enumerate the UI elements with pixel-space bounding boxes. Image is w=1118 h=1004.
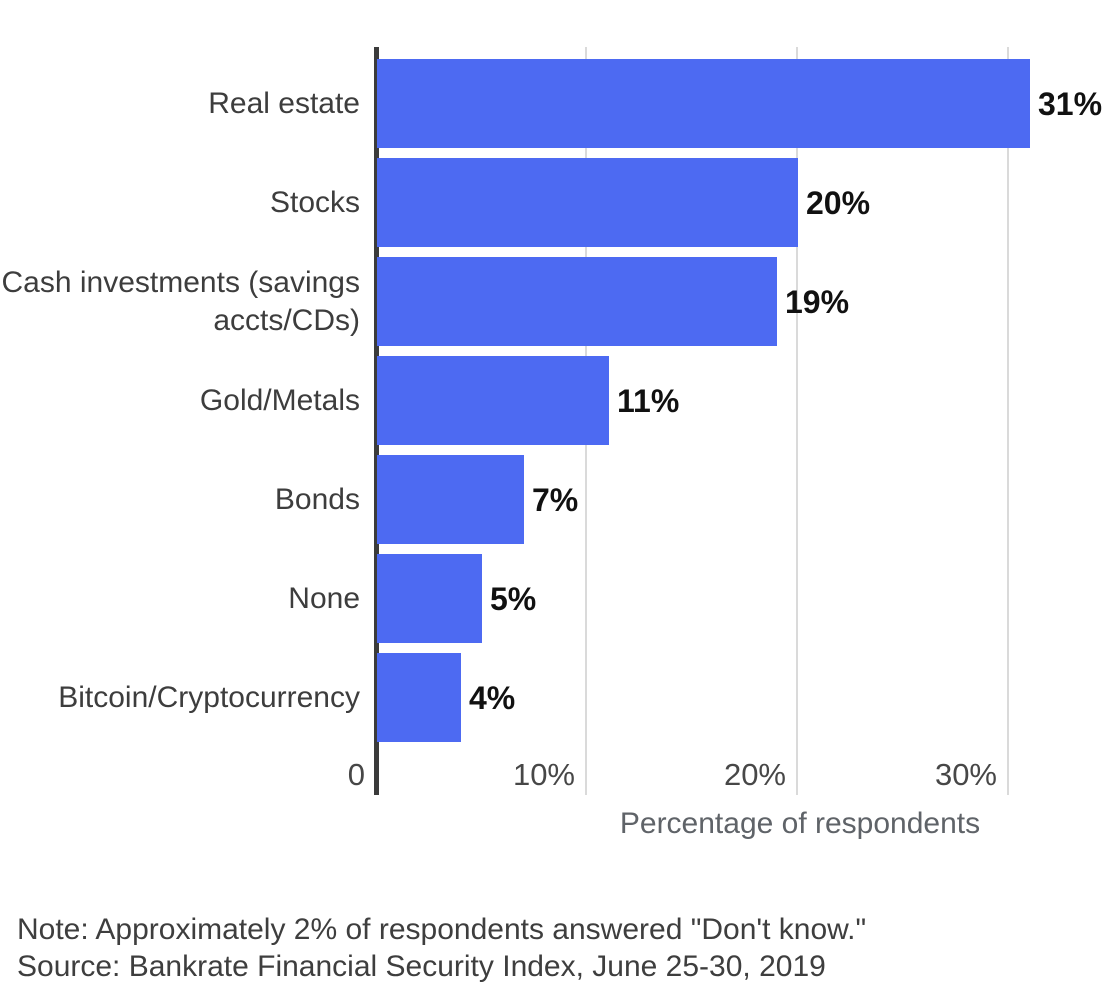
gridline	[796, 47, 798, 795]
value-label: 7%	[532, 481, 579, 518]
value-label: 4%	[469, 679, 516, 716]
category-label: Bitcoin/Cryptocurrency	[58, 680, 360, 714]
value-label: 31%	[1038, 85, 1103, 122]
x-tick-label: 20%	[723, 757, 786, 792]
bar	[377, 356, 609, 445]
category-label: Stocks	[269, 185, 360, 219]
value-label: 5%	[490, 580, 537, 617]
x-tick-label: 10%	[512, 757, 575, 792]
category-label: Bonds	[274, 482, 360, 516]
bar	[377, 455, 524, 544]
bar	[377, 257, 777, 346]
category-label: Cash investments (savings accts/CDs)	[1, 265, 360, 337]
bar	[377, 59, 1030, 148]
bar	[377, 653, 461, 742]
bar	[377, 158, 798, 247]
value-label: 20%	[806, 184, 871, 221]
category-label: None	[288, 581, 360, 615]
category-label: Gold/Metals	[199, 383, 360, 417]
gridline	[1007, 47, 1009, 795]
note-text: Note: Approximately 2% of respondents an…	[17, 913, 867, 946]
source-text: Source: Bankrate Financial Security Inde…	[17, 950, 826, 983]
x-tick-label: 30%	[934, 757, 997, 792]
bar	[377, 554, 482, 643]
category-label: Real estate	[208, 86, 360, 120]
x-tick-label: 0	[347, 757, 365, 792]
value-label: 11%	[617, 382, 680, 419]
y-axis-line	[374, 47, 379, 795]
x-axis-title: Percentage of respondents	[619, 807, 981, 840]
value-label: 19%	[785, 283, 850, 320]
